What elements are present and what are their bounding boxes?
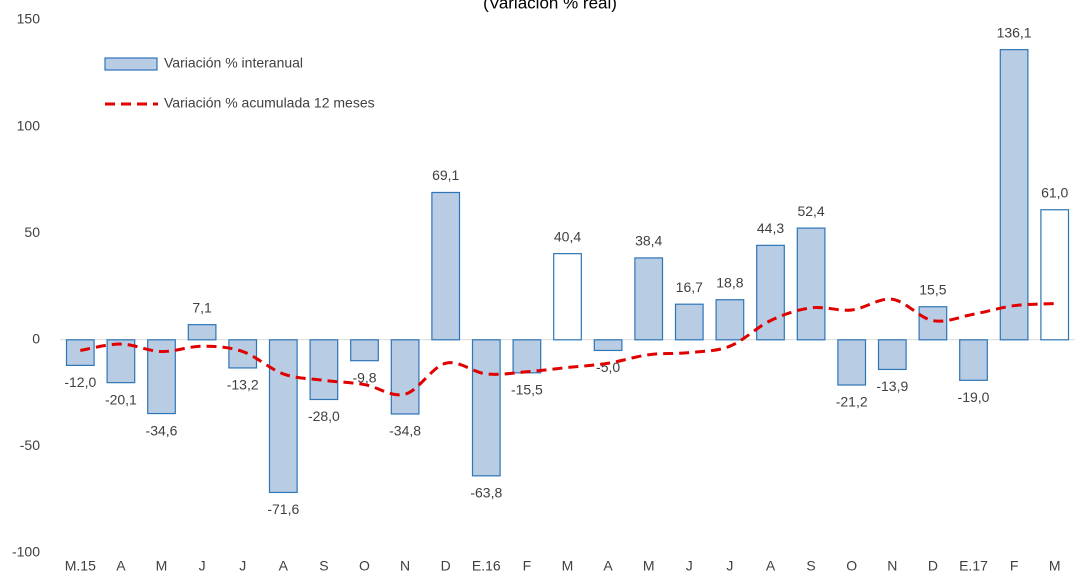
x-tick-label: E.17 xyxy=(959,558,988,574)
x-tick-label: F xyxy=(1010,558,1019,574)
x-tick-label: A xyxy=(279,558,289,574)
data-label: 16,7 xyxy=(676,279,703,295)
bar xyxy=(268,339,298,494)
x-tick-label: N xyxy=(400,558,410,574)
bar xyxy=(877,339,907,371)
bar xyxy=(918,306,948,341)
x-tick-label: A xyxy=(766,558,776,574)
x-tick-label: J xyxy=(199,558,206,574)
bar xyxy=(471,339,501,477)
x-tick-label: M xyxy=(643,558,655,574)
data-label: 61,0 xyxy=(1041,184,1068,200)
data-label: 7,1 xyxy=(192,299,212,315)
bar xyxy=(674,303,704,341)
x-tick-label: J xyxy=(686,558,693,574)
data-label: -19,0 xyxy=(958,389,990,405)
x-tick-label: M xyxy=(156,558,168,574)
bar xyxy=(999,49,1029,341)
y-tick-label: -100 xyxy=(12,544,40,560)
y-tick-label: 100 xyxy=(17,117,41,133)
bar xyxy=(350,339,379,362)
x-tick-label: A xyxy=(116,558,126,574)
x-tick-label: N xyxy=(887,558,897,574)
x-tick-label: A xyxy=(603,558,613,574)
bar xyxy=(512,339,542,374)
line xyxy=(80,297,1055,397)
data-label: -21,2 xyxy=(836,394,868,410)
x-tick-label: J xyxy=(726,558,733,574)
data-label: -34,8 xyxy=(389,423,421,439)
x-tick-label: D xyxy=(928,558,938,574)
legend-marker xyxy=(104,57,158,71)
data-label: 38,4 xyxy=(635,233,662,249)
bar xyxy=(634,257,664,341)
y-tick-label: -50 xyxy=(20,437,40,453)
x-tick-label: J xyxy=(239,558,246,574)
bar xyxy=(553,253,582,341)
legend-label: Variación % acumulada 12 meses xyxy=(164,95,375,111)
x-tick-label: F xyxy=(523,558,532,574)
data-label: -13,2 xyxy=(227,377,259,393)
data-label: -28,0 xyxy=(308,408,340,424)
bar xyxy=(390,339,420,415)
data-label: -15,5 xyxy=(511,382,543,398)
bar xyxy=(796,227,826,341)
x-tick-label: S xyxy=(806,558,815,574)
x-tick-label: O xyxy=(359,558,370,574)
bar xyxy=(65,339,95,366)
data-label: 52,4 xyxy=(797,203,824,219)
data-label: 40,4 xyxy=(554,228,581,244)
x-tick-label: D xyxy=(441,558,451,574)
bar xyxy=(228,339,258,369)
x-tick-label: O xyxy=(846,558,857,574)
data-label: -13,9 xyxy=(876,378,908,394)
data-label: -34,6 xyxy=(146,422,178,438)
data-label: -9,8 xyxy=(352,369,376,385)
bar xyxy=(431,191,461,341)
bar xyxy=(1040,209,1070,341)
bar xyxy=(959,339,988,381)
x-tick-label: S xyxy=(319,558,328,574)
y-tick-label: 150 xyxy=(17,11,41,27)
bar xyxy=(187,324,217,341)
data-label: -71,6 xyxy=(267,501,299,517)
data-label: 15,5 xyxy=(919,281,946,297)
data-label: 18,8 xyxy=(716,274,743,290)
legend-label: Variación % interanual xyxy=(164,55,303,71)
bar xyxy=(309,339,339,401)
data-label: -63,8 xyxy=(470,485,502,501)
x-tick-label: M.15 xyxy=(65,558,96,574)
x-tick-label: E.16 xyxy=(472,558,501,574)
bar xyxy=(837,339,867,386)
x-tick-label: M xyxy=(562,558,574,574)
bar xyxy=(756,244,785,341)
chart-title: (Variación % real) xyxy=(483,0,617,12)
bar xyxy=(593,339,623,352)
data-label: -20,1 xyxy=(105,391,137,407)
data-label: -12,0 xyxy=(64,374,96,390)
x-tick-label: M xyxy=(1049,558,1061,574)
y-tick-label: 50 xyxy=(24,224,40,240)
data-label: 69,1 xyxy=(432,167,459,183)
data-label: 44,3 xyxy=(757,220,784,236)
data-label: 136,1 xyxy=(997,24,1032,40)
bar xyxy=(106,339,136,384)
y-tick-label: 0 xyxy=(32,331,40,347)
bar xyxy=(715,299,745,341)
